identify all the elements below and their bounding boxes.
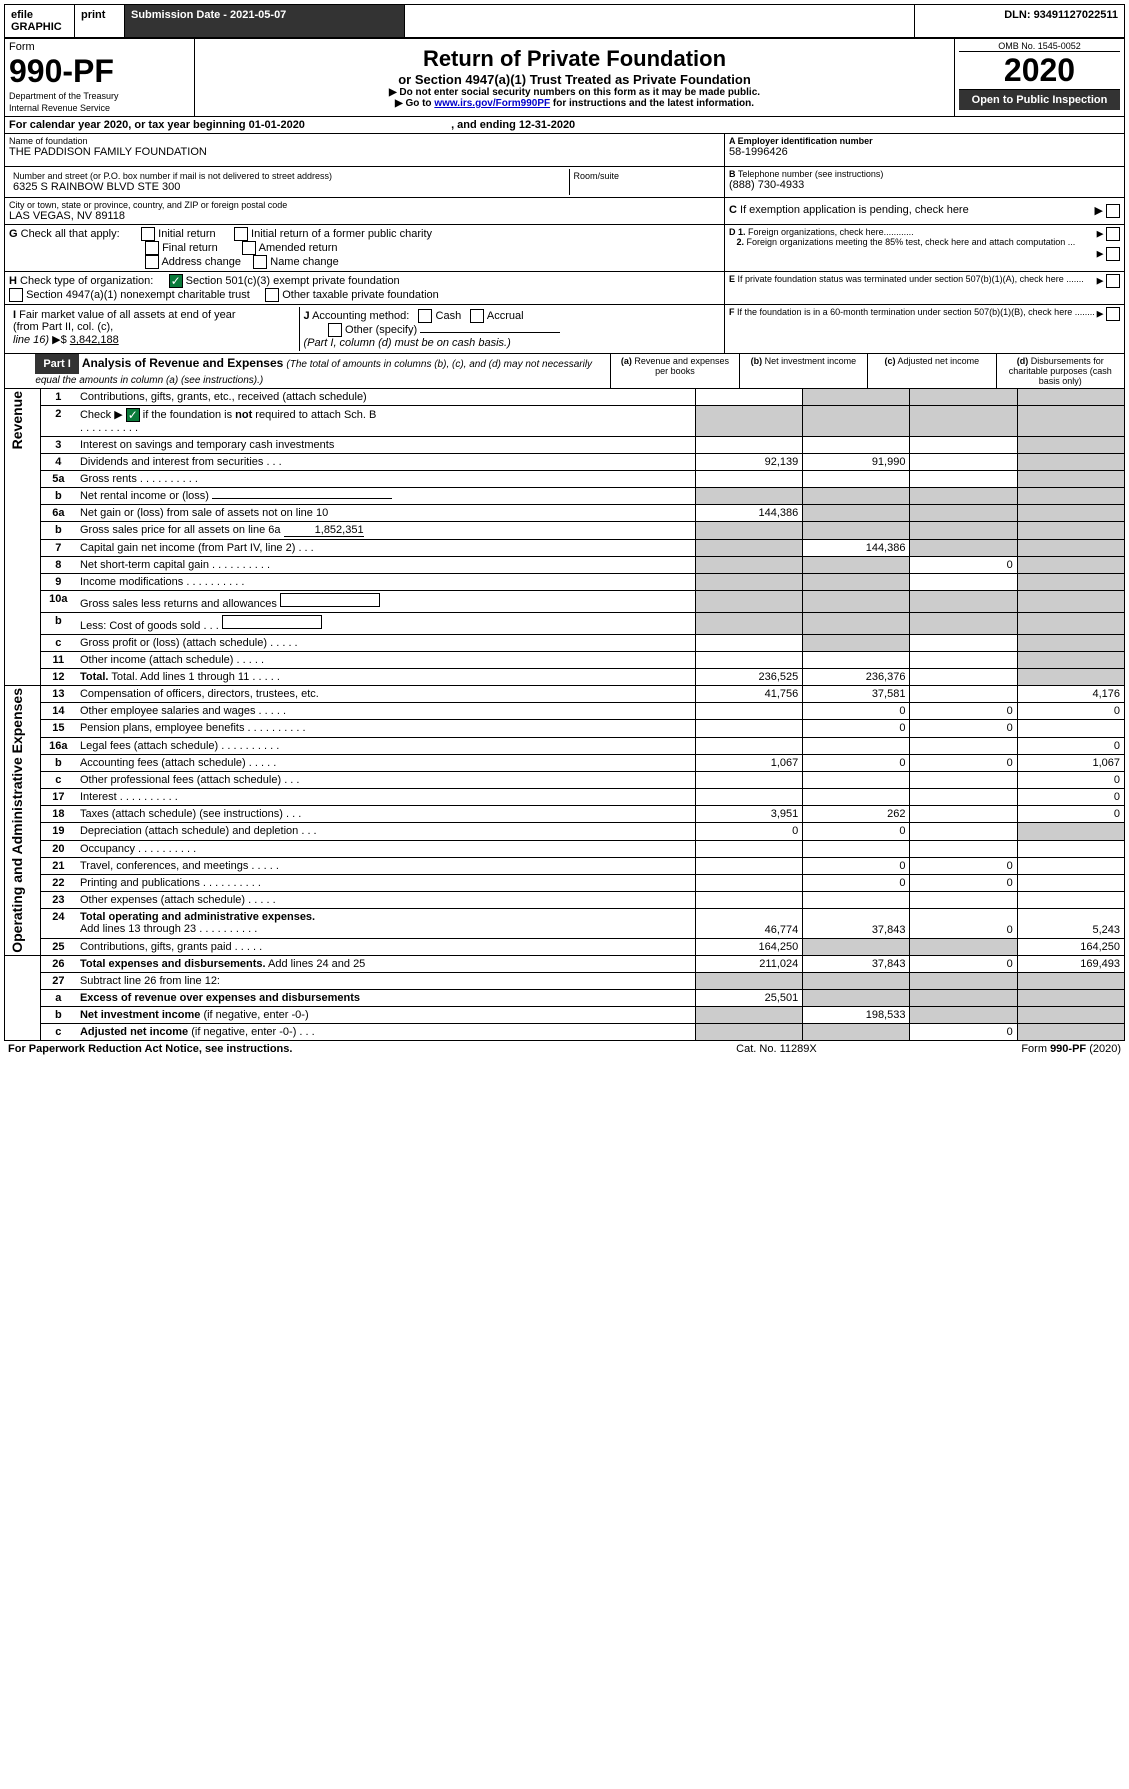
addr-label: Number and street (or P.O. box number if… bbox=[13, 171, 565, 181]
foundation-name: THE PADDISON FAMILY FOUNDATION bbox=[9, 146, 720, 158]
e-checkbox[interactable] bbox=[1106, 274, 1120, 288]
col-c-header: Adjusted net income bbox=[898, 356, 980, 366]
dln-label: DLN: bbox=[1004, 9, 1033, 21]
part-1-table: Revenue 1Contributions, gifts, grants, e… bbox=[4, 389, 1125, 1041]
part-1-label: Part I bbox=[35, 354, 79, 374]
street-address: 6325 S RAINBOW BLVD STE 300 bbox=[13, 181, 565, 193]
c-exemption: C If exemption application is pending, c… bbox=[729, 204, 1120, 216]
c-checkbox[interactable] bbox=[1106, 204, 1120, 218]
final-return-checkbox[interactable] bbox=[145, 241, 159, 255]
h-row: H Check type of organization: ✓ Section … bbox=[9, 274, 720, 288]
phone-value: (888) 730-4933 bbox=[729, 179, 1120, 191]
instr-1: Do not enter social security numbers on … bbox=[199, 87, 950, 98]
j-note: (Part I, column (d) must be on cash basi… bbox=[304, 337, 717, 349]
form-subtitle: or Section 4947(a)(1) Trust Treated as P… bbox=[199, 72, 950, 87]
form-title: Return of Private Foundation bbox=[199, 46, 950, 72]
revenue-side-label: Revenue bbox=[9, 391, 25, 449]
name-label: Name of foundation bbox=[9, 136, 720, 146]
other-taxable-checkbox[interactable] bbox=[265, 288, 279, 302]
d1-row: D 1. Foreign organizations, check here..… bbox=[729, 227, 1120, 237]
tax-year: 2020 bbox=[959, 52, 1120, 90]
name-change-checkbox[interactable] bbox=[253, 255, 267, 269]
city-value: LAS VEGAS, NV 89118 bbox=[9, 210, 720, 222]
open-inspection: Open to Public Inspection bbox=[959, 90, 1120, 110]
city-label: City or town, state or province, country… bbox=[9, 200, 720, 210]
expenses-side-label: Operating and Administrative Expenses bbox=[9, 688, 25, 953]
address-change-checkbox[interactable] bbox=[145, 255, 159, 269]
col-a-header: Revenue and expenses per books bbox=[634, 356, 729, 376]
g-check-row: G Check all that apply: Initial return I… bbox=[9, 227, 720, 241]
accrual-checkbox[interactable] bbox=[470, 309, 484, 323]
501c3-checkbox[interactable]: ✓ bbox=[169, 274, 183, 288]
f-row: F If the foundation is in a 60-month ter… bbox=[729, 307, 1120, 317]
d2-checkbox[interactable] bbox=[1106, 247, 1120, 261]
dept-label: Department of the Treasury bbox=[9, 91, 119, 101]
irs-label: Internal Revenue Service bbox=[9, 103, 110, 113]
e-row: E If private foundation status was termi… bbox=[729, 274, 1120, 284]
amended-return-checkbox[interactable] bbox=[242, 241, 256, 255]
submission-date: Submission Date - 2021-05-07 bbox=[131, 9, 286, 21]
i-row: I Fair market value of all assets at end… bbox=[13, 309, 295, 321]
graphic-label: GRAPHIC bbox=[11, 21, 62, 33]
d1-checkbox[interactable] bbox=[1106, 227, 1120, 241]
initial-former-checkbox[interactable] bbox=[234, 227, 248, 241]
form-number: 990-PF bbox=[9, 53, 114, 89]
fmv-value: 3,842,188 bbox=[70, 334, 119, 346]
footer-right: Form 990-PF (2020) bbox=[878, 1041, 1125, 1057]
j-row: J Accounting method: Cash Accrual bbox=[304, 309, 717, 323]
top-bar: efile GRAPHIC print Submission Date - 20… bbox=[4, 4, 1125, 38]
ein-value: 58-1996426 bbox=[729, 146, 1120, 158]
ein-label: A Employer identification number bbox=[729, 136, 1120, 146]
footer-left: For Paperwork Reduction Act Notice, see … bbox=[4, 1041, 675, 1057]
page-footer: For Paperwork Reduction Act Notice, see … bbox=[4, 1041, 1125, 1057]
cash-checkbox[interactable] bbox=[418, 309, 432, 323]
omb-number: OMB No. 1545-0052 bbox=[959, 41, 1120, 52]
sch-b-checkbox[interactable]: ✓ bbox=[126, 408, 140, 422]
dln-value: 93491127022511 bbox=[1034, 9, 1118, 21]
footer-mid: Cat. No. 11289X bbox=[675, 1041, 878, 1057]
col-b-header: Net investment income bbox=[765, 356, 857, 366]
room-label: Room/suite bbox=[574, 171, 717, 181]
initial-return-checkbox[interactable] bbox=[141, 227, 155, 241]
instr-2: Go to www.irs.gov/Form990PF for instruct… bbox=[199, 98, 950, 109]
efile-label: efile bbox=[11, 9, 33, 21]
4947-checkbox[interactable] bbox=[9, 288, 23, 302]
part-1-title: Analysis of Revenue and Expenses bbox=[82, 356, 283, 370]
d2-row: 2. Foreign organizations meeting the 85%… bbox=[729, 237, 1120, 247]
phone-label: B Telephone number (see instructions) bbox=[729, 169, 1120, 179]
calendar-year: For calendar year 2020, or tax year begi… bbox=[5, 117, 1125, 134]
other-method-checkbox[interactable] bbox=[328, 323, 342, 337]
instructions-link[interactable]: www.irs.gov/Form990PF bbox=[434, 98, 550, 109]
entity-block: Name of foundation THE PADDISON FAMILY F… bbox=[4, 134, 1125, 354]
form-header: Form 990-PF Department of the Treasury I… bbox=[4, 38, 1125, 117]
f-checkbox[interactable] bbox=[1106, 307, 1120, 321]
form-label: Form bbox=[9, 41, 35, 53]
print-button[interactable]: print bbox=[81, 9, 105, 21]
